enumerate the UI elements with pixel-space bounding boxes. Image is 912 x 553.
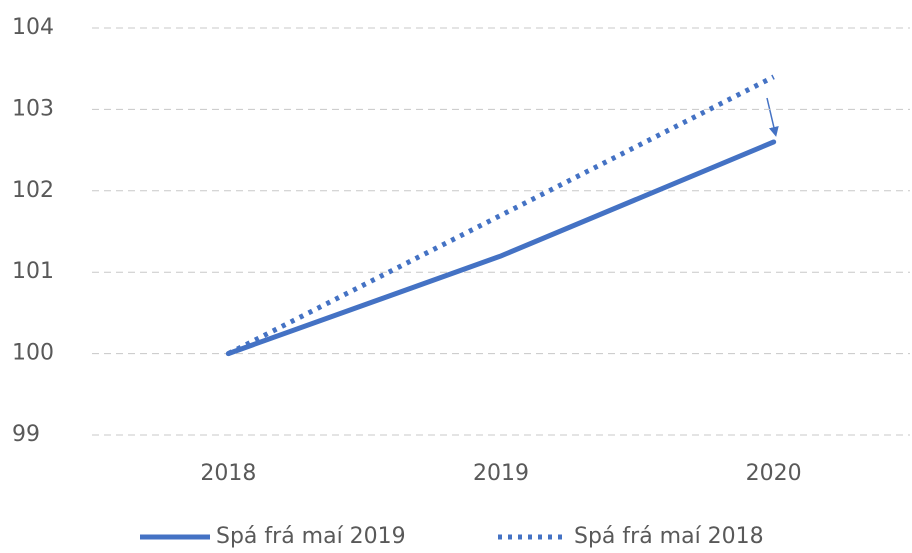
y-tick-label: 99 (12, 422, 40, 447)
y-tick-label: 100 (12, 341, 54, 366)
y-tick-label: 102 (12, 178, 54, 203)
x-tick-label: 2020 (746, 461, 802, 486)
y-tick-label: 104 (12, 15, 54, 40)
x-tick-label: 2018 (200, 461, 256, 486)
annotation-arrow (766, 97, 779, 137)
y-tick-label: 103 (12, 96, 54, 121)
series-line (225, 139, 777, 357)
y-tick-label: 101 (12, 259, 54, 284)
legend-label: Spá frá maí 2018 (574, 524, 764, 549)
legend-label: Spá frá maí 2019 (216, 524, 406, 549)
series-line (227, 74, 775, 356)
x-tick-label: 2019 (473, 461, 529, 486)
